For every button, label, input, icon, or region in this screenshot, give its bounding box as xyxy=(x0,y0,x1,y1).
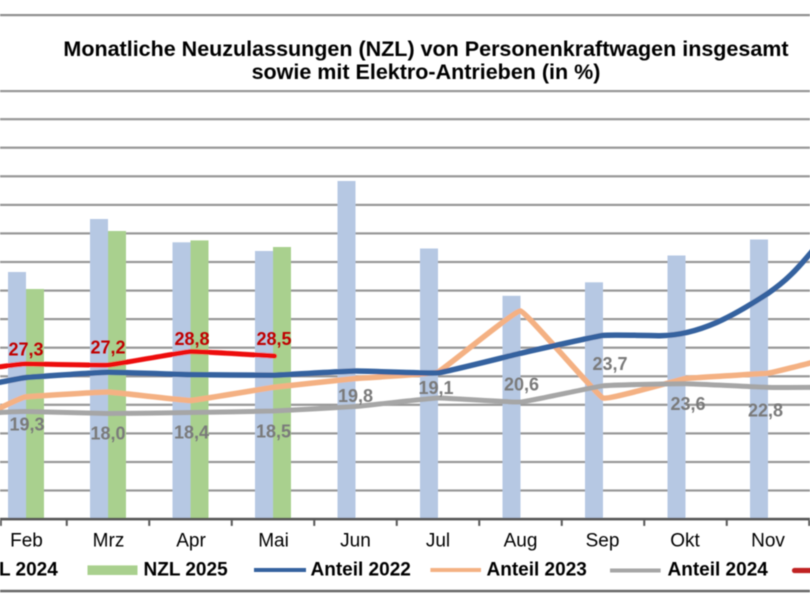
svg-text:Okt: Okt xyxy=(670,531,700,552)
svg-text:sowie mit Elektro-Antrieben (i: sowie mit Elektro-Antrieben (in %) xyxy=(252,60,601,84)
svg-text:23,7: 23,7 xyxy=(592,354,627,374)
svg-text:18,0: 18,0 xyxy=(90,424,125,444)
svg-text:L 2024: L 2024 xyxy=(0,560,58,581)
svg-text:Anteil 2022: Anteil 2022 xyxy=(311,560,411,581)
svg-text:Anteil 2024: Anteil 2024 xyxy=(668,560,769,581)
svg-text:22,8: 22,8 xyxy=(748,401,783,421)
svg-text:Nov: Nov xyxy=(751,531,785,552)
svg-text:Apr: Apr xyxy=(176,531,206,552)
svg-text:28,5: 28,5 xyxy=(256,329,291,349)
svg-text:28,8: 28,8 xyxy=(174,329,209,349)
svg-text:Aug: Aug xyxy=(504,531,538,552)
svg-text:NZL 2025: NZL 2025 xyxy=(144,560,229,581)
svg-text:27,2: 27,2 xyxy=(90,338,125,358)
svg-text:Sep: Sep xyxy=(586,531,620,552)
svg-text:Anteil 2023: Anteil 2023 xyxy=(487,560,587,581)
svg-text:19,8: 19,8 xyxy=(338,386,373,406)
svg-text:Jul: Jul xyxy=(426,531,450,552)
svg-text:Jun: Jun xyxy=(340,531,371,552)
svg-text:Monatliche Neuzulassungen (NZL: Monatliche Neuzulassungen (NZL) von Pers… xyxy=(63,37,788,61)
svg-text:27,3: 27,3 xyxy=(8,340,43,360)
svg-text:19,1: 19,1 xyxy=(418,378,453,398)
svg-text:19,3: 19,3 xyxy=(9,415,44,435)
svg-text:18,4: 18,4 xyxy=(174,423,209,443)
svg-text:Mrz: Mrz xyxy=(93,531,125,552)
svg-text:18,5: 18,5 xyxy=(256,422,291,442)
svg-text:Feb: Feb xyxy=(10,531,43,552)
svg-text:20,6: 20,6 xyxy=(504,375,539,395)
svg-text:Mai: Mai xyxy=(258,531,289,552)
svg-text:23,6: 23,6 xyxy=(670,394,705,414)
